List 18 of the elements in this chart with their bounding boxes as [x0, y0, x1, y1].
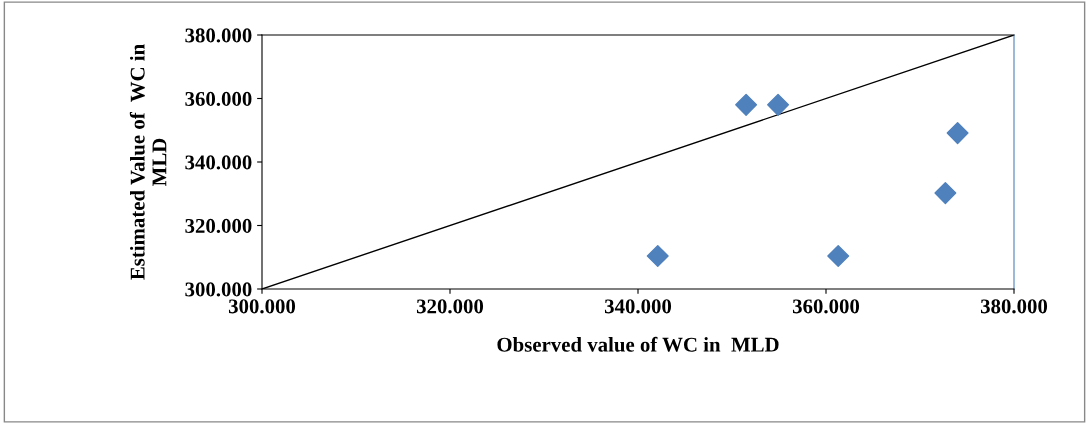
point [946, 122, 969, 145]
y-axis-title: Estimated Value of WC in MLD [129, 44, 167, 280]
point [646, 244, 669, 267]
point [767, 93, 790, 116]
x-tick-label: 360.000 [792, 299, 860, 314]
x-tick-label: 300.000 [228, 299, 296, 314]
y-tick-label: 320.000 [185, 218, 252, 234]
y-tick-label: 300.000 [185, 282, 252, 297]
y-tick-label: 340.000 [185, 155, 252, 170]
x-tick-label: 340.000 [604, 299, 672, 314]
point [735, 93, 758, 116]
x-axis-title: Observed value of WC in MLD [497, 336, 779, 352]
point [827, 244, 850, 267]
x-tick-label: 380.000 [980, 299, 1048, 314]
x-tick-label: 320.000 [416, 299, 484, 314]
point [934, 182, 957, 205]
y-tick-label: 380.000 [185, 28, 252, 43]
y-tick-label: 360.000 [185, 91, 252, 107]
